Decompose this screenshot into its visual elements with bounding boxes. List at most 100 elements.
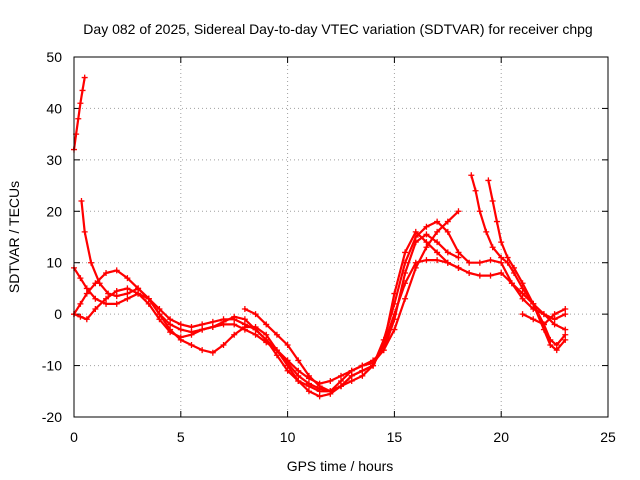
- data-point: [485, 177, 492, 184]
- data-point: [83, 316, 90, 323]
- data-point: [530, 300, 537, 307]
- data-point: [498, 270, 505, 276]
- data-point: [105, 290, 112, 297]
- data-point: [487, 257, 494, 264]
- series-track-a: [71, 74, 88, 153]
- data-point: [273, 352, 280, 359]
- data-point: [327, 388, 334, 395]
- data-point: [124, 285, 131, 292]
- data-point: [487, 272, 494, 279]
- data-point: [113, 288, 120, 294]
- data-point: [511, 264, 518, 271]
- data-point: [519, 280, 526, 287]
- data-point: [135, 290, 142, 297]
- data-point: [284, 342, 291, 348]
- data-point: [562, 336, 569, 343]
- data-point: [83, 290, 90, 297]
- data-point: [391, 326, 398, 333]
- data-point: [103, 270, 110, 276]
- data-point: [434, 257, 441, 264]
- data-point: [380, 342, 387, 348]
- data-point: [231, 321, 238, 328]
- data-point: [348, 367, 355, 374]
- data-point: [466, 259, 473, 266]
- data-point: [263, 336, 270, 343]
- y-tick-label: 50: [46, 49, 62, 65]
- series-track-d: [71, 208, 462, 387]
- data-point: [75, 115, 82, 122]
- data-point: [145, 300, 152, 307]
- y-tick-label: 10: [46, 255, 62, 271]
- x-tick-label: 15: [387, 429, 403, 445]
- y-tick-label: 40: [46, 100, 62, 116]
- data-point: [103, 295, 110, 302]
- data-point: [530, 316, 537, 323]
- data-point: [504, 254, 511, 261]
- series-track-i: [519, 306, 569, 328]
- data-point: [295, 357, 302, 364]
- data-point: [551, 316, 558, 323]
- data-point: [78, 198, 85, 204]
- data-point: [540, 321, 547, 328]
- data-point: [455, 264, 462, 271]
- data-point: [489, 244, 496, 251]
- data-point: [423, 223, 430, 230]
- series-line: [470, 174, 567, 347]
- series-line: [72, 210, 460, 385]
- data-point: [177, 321, 184, 328]
- data-point: [547, 342, 554, 348]
- data-point: [81, 228, 88, 235]
- series-line: [487, 179, 567, 352]
- data-point: [92, 280, 99, 287]
- data-point: [412, 264, 419, 271]
- data-point: [209, 324, 216, 330]
- data-point: [562, 306, 569, 312]
- data-point: [359, 362, 366, 369]
- data-point: [434, 218, 441, 225]
- data-point: [177, 334, 184, 341]
- axis-ticks: 0 5 10 15 20 25 -20 -10 0 10 20 30 40 50: [42, 49, 616, 445]
- data-point: [359, 372, 366, 379]
- data-point: [348, 378, 355, 384]
- data-point: [338, 372, 344, 379]
- data-point: [177, 326, 184, 333]
- data-point: [444, 249, 451, 256]
- data-point: [434, 249, 441, 256]
- data-point: [156, 306, 163, 312]
- data-point: [241, 316, 248, 323]
- x-tick-label: 5: [177, 429, 185, 445]
- data-point: [483, 228, 490, 235]
- data-point: [402, 249, 409, 256]
- data-point: [241, 326, 248, 333]
- grid: [74, 57, 608, 417]
- data-point: [199, 321, 206, 328]
- data-point: [444, 259, 451, 266]
- data-point: [305, 388, 312, 395]
- data-point: [423, 244, 430, 251]
- data-point: [77, 300, 84, 307]
- y-tick-label: 30: [46, 152, 62, 168]
- data-point: [402, 270, 409, 276]
- data-point: [391, 316, 398, 323]
- data-point: [79, 87, 86, 94]
- y-tick-label: -10: [42, 358, 62, 374]
- x-tick-label: 25: [600, 429, 616, 445]
- data-point: [188, 342, 195, 348]
- data-point: [562, 326, 569, 333]
- data-point: [167, 321, 174, 328]
- data-point: [540, 326, 547, 333]
- x-tick-label: 20: [493, 429, 509, 445]
- data-point: [305, 372, 312, 379]
- data-point: [231, 313, 238, 320]
- data-point: [113, 267, 120, 274]
- data-point: [402, 295, 409, 302]
- data-point: [338, 378, 344, 384]
- data-point: [553, 347, 560, 354]
- data-point: [220, 318, 227, 325]
- data-point: [476, 272, 483, 279]
- data-point: [562, 311, 569, 318]
- data-point: [92, 306, 99, 312]
- data-point: [209, 349, 216, 356]
- data-point: [455, 254, 462, 261]
